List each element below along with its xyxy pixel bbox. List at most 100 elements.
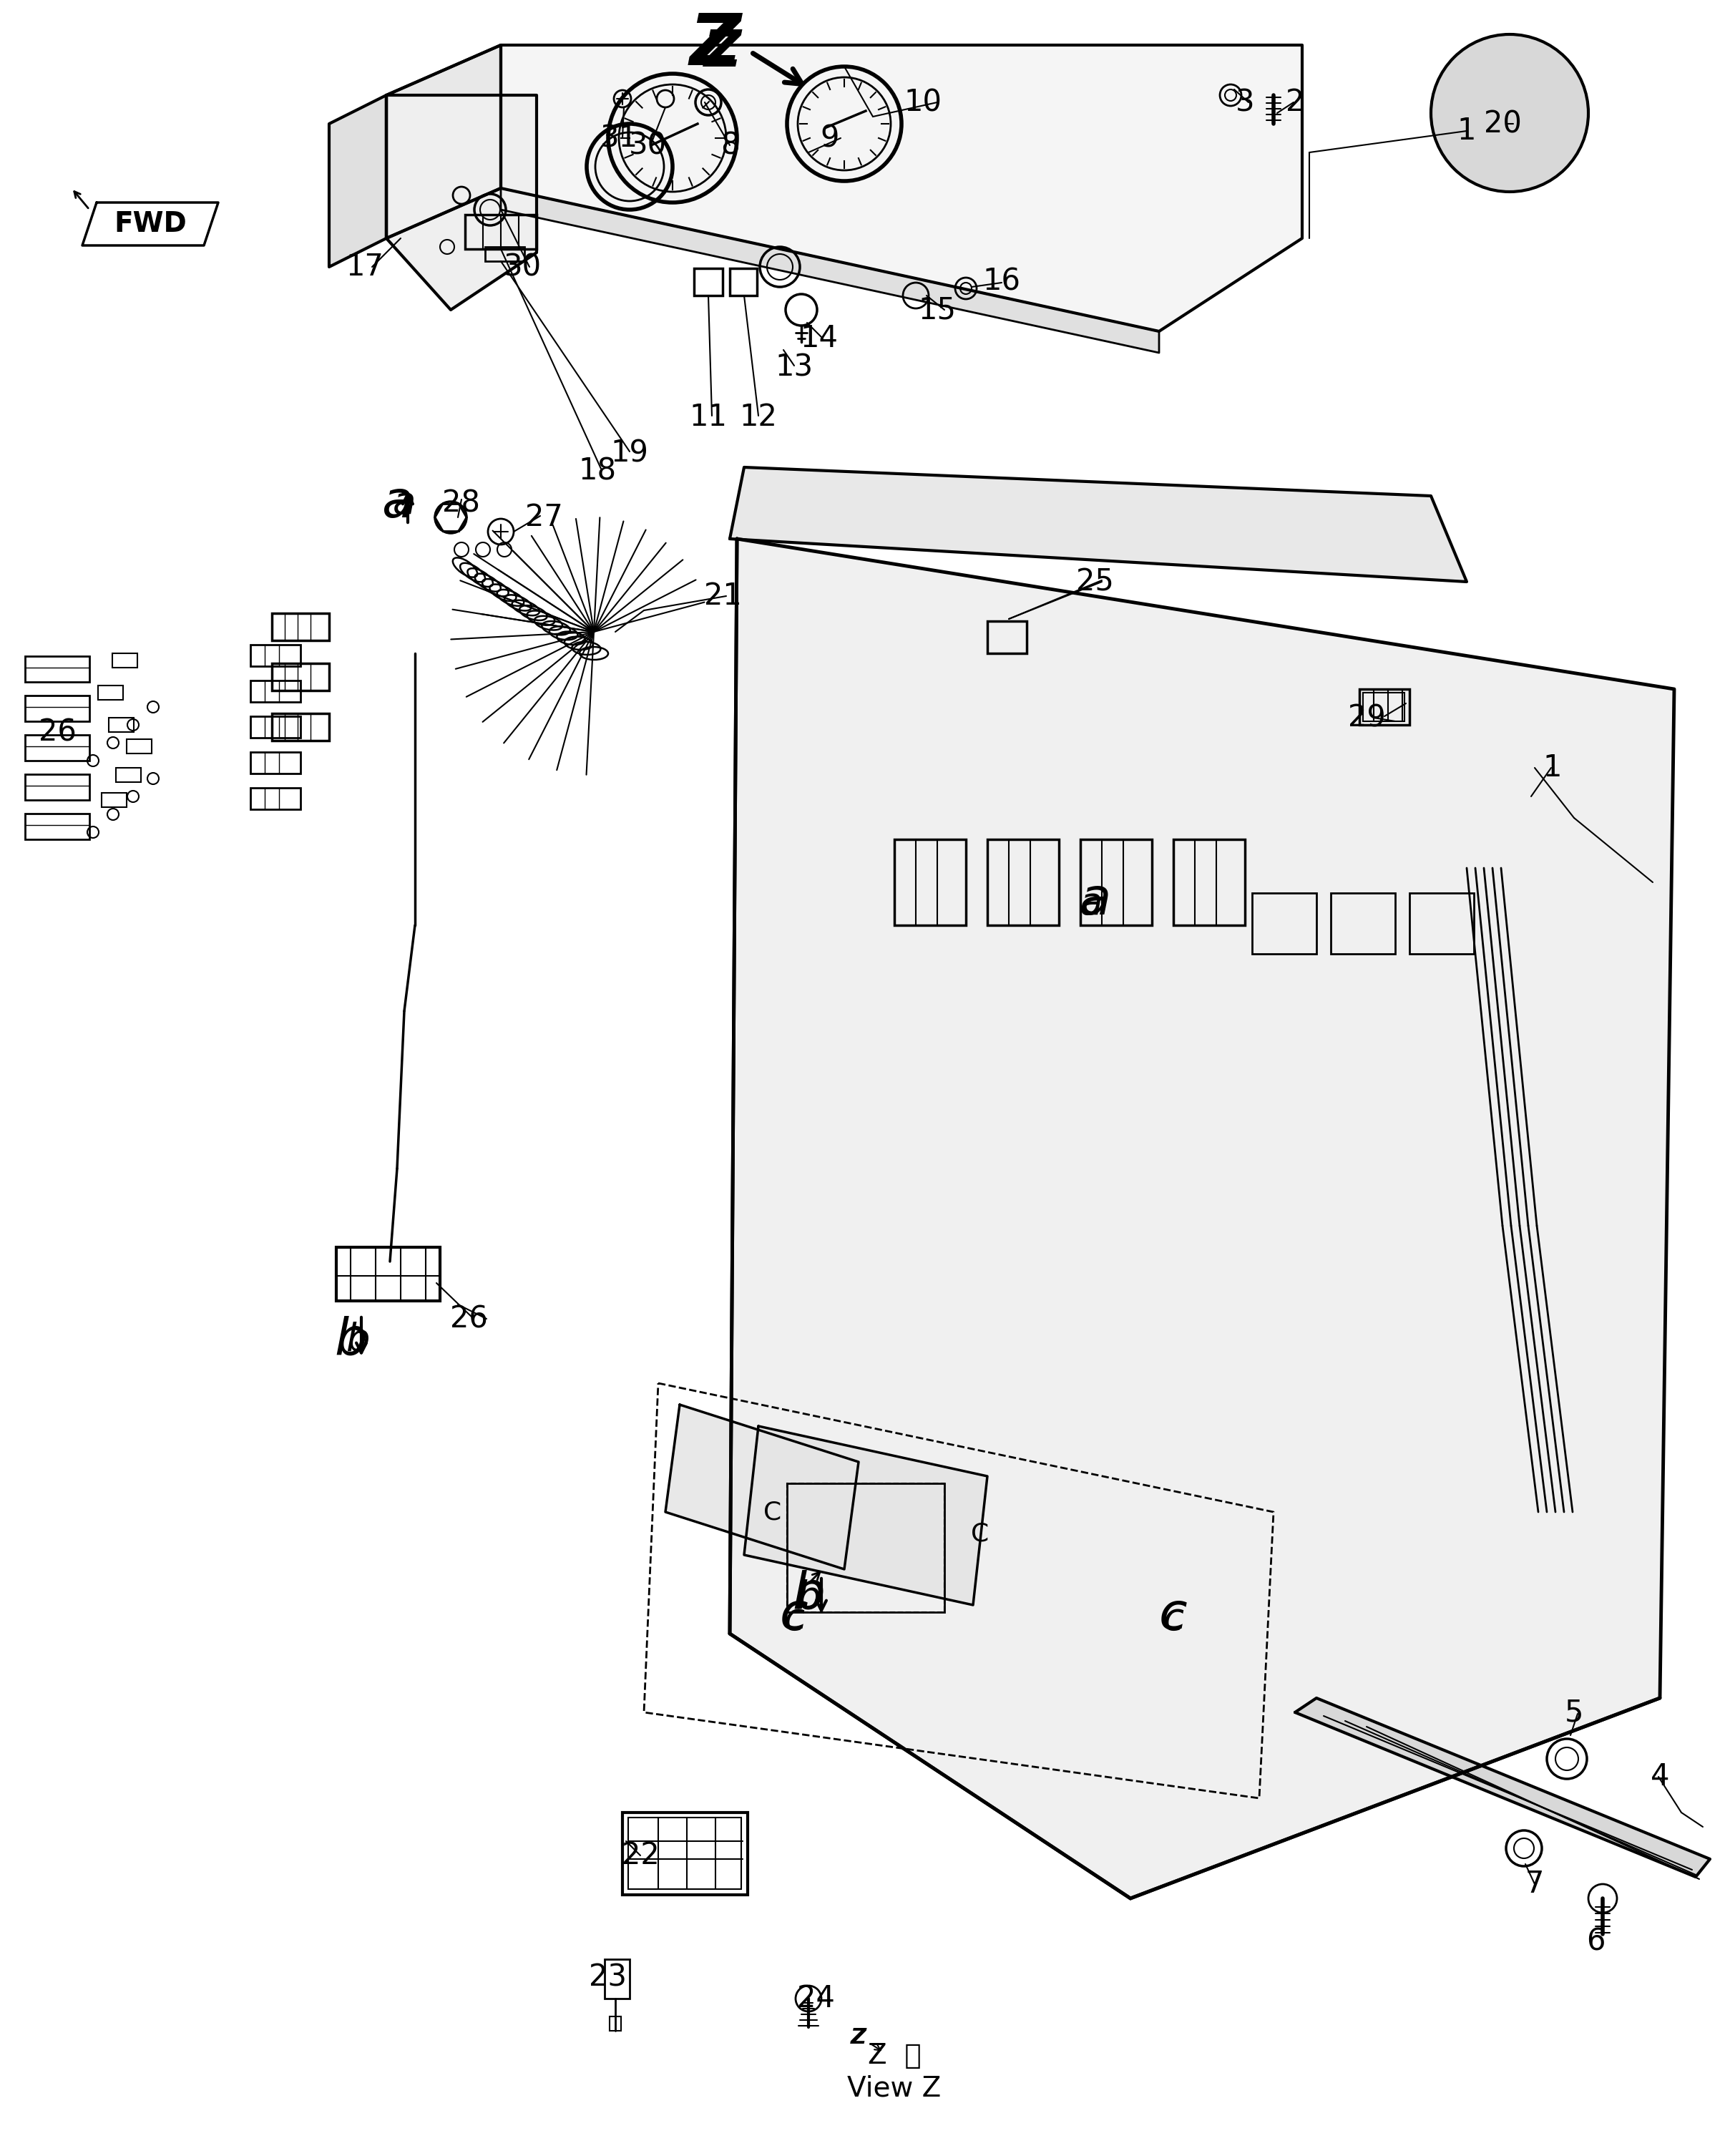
Text: 14: 14 — [800, 323, 838, 354]
Text: 4: 4 — [1651, 1761, 1670, 1792]
Text: 17: 17 — [347, 252, 383, 282]
Text: 7: 7 — [1525, 1869, 1544, 1899]
Text: FWD: FWD — [114, 211, 186, 237]
Text: a: a — [381, 479, 412, 528]
Text: b: b — [792, 1570, 825, 1619]
Bar — [273, 664, 329, 690]
Text: c: c — [780, 1591, 809, 1641]
Bar — [604, 1960, 630, 1999]
Text: 26: 26 — [450, 1304, 488, 1335]
Text: 29: 29 — [1347, 703, 1385, 733]
Polygon shape — [386, 45, 500, 239]
Bar — [894, 839, 966, 925]
Bar — [26, 735, 90, 761]
Text: 23: 23 — [590, 1962, 628, 1992]
Bar — [1409, 893, 1473, 953]
Text: 30: 30 — [504, 252, 542, 282]
Text: c: c — [783, 1600, 804, 1639]
Bar — [102, 793, 126, 806]
Bar — [250, 752, 300, 774]
Text: Z: Z — [850, 2027, 866, 2048]
Text: c: c — [1159, 1591, 1187, 1641]
Bar — [273, 714, 329, 742]
Bar — [26, 813, 90, 839]
Text: c: c — [1163, 1600, 1183, 1639]
Bar — [1330, 893, 1396, 953]
Text: 8: 8 — [721, 129, 740, 160]
Text: 13: 13 — [775, 351, 812, 382]
Bar — [26, 774, 90, 800]
Bar — [112, 653, 138, 668]
Bar — [1252, 893, 1316, 953]
Text: 9: 9 — [821, 123, 840, 153]
Bar — [109, 718, 135, 733]
Polygon shape — [730, 468, 1466, 582]
Bar — [1363, 692, 1404, 722]
Bar — [628, 1818, 742, 1889]
Text: 20: 20 — [1484, 108, 1521, 138]
Text: 26: 26 — [38, 718, 76, 746]
Text: a: a — [393, 485, 416, 522]
Polygon shape — [743, 1425, 987, 1604]
Bar — [1080, 839, 1152, 925]
Text: 27: 27 — [524, 502, 562, 533]
Text: C: C — [764, 1501, 781, 1524]
Polygon shape — [500, 45, 1302, 332]
Text: a: a — [1078, 875, 1111, 925]
Bar — [250, 787, 300, 808]
Polygon shape — [386, 95, 536, 310]
Text: 30: 30 — [628, 129, 666, 160]
Text: a: a — [1080, 886, 1102, 923]
Bar — [787, 1483, 944, 1613]
Bar — [26, 655, 90, 681]
Text: 6: 6 — [1585, 1925, 1604, 1955]
Text: b: b — [335, 1315, 367, 1365]
Text: b: b — [797, 1578, 821, 1617]
Bar — [98, 686, 122, 701]
Text: 16: 16 — [983, 265, 1021, 295]
Text: View Z: View Z — [847, 2074, 942, 2102]
Text: Z  視: Z 視 — [868, 2042, 921, 2070]
Text: 3: 3 — [1235, 86, 1254, 116]
Text: 1: 1 — [1544, 752, 1563, 783]
Bar — [1173, 839, 1245, 925]
Text: b: b — [345, 1322, 369, 1358]
Bar — [987, 839, 1059, 925]
Bar — [693, 267, 723, 295]
Polygon shape — [666, 1406, 859, 1570]
Bar — [250, 645, 300, 666]
Text: 22: 22 — [621, 1841, 659, 1871]
Bar — [623, 1813, 747, 1895]
Text: 15: 15 — [918, 295, 956, 326]
Bar — [273, 612, 329, 640]
Text: 5: 5 — [1565, 1697, 1584, 1727]
Bar — [250, 681, 300, 703]
Polygon shape — [500, 188, 1159, 354]
Polygon shape — [83, 203, 219, 246]
Bar — [787, 1483, 944, 1613]
Bar — [126, 740, 152, 752]
Text: C: C — [971, 1522, 988, 1546]
Text: 11: 11 — [690, 403, 728, 431]
Bar — [609, 2016, 621, 2031]
Circle shape — [1432, 34, 1589, 192]
Text: 18: 18 — [578, 455, 616, 485]
Bar — [485, 248, 524, 261]
Bar — [466, 216, 536, 248]
Polygon shape — [329, 95, 386, 267]
Text: 21: 21 — [704, 580, 742, 610]
Bar — [987, 621, 1026, 653]
Text: Z: Z — [690, 11, 742, 80]
Text: 1: 1 — [1458, 116, 1477, 147]
Bar — [116, 768, 141, 783]
Bar — [250, 716, 300, 737]
Bar — [730, 267, 757, 295]
Text: Z: Z — [704, 28, 742, 78]
Text: 12: 12 — [740, 403, 778, 431]
Text: 31: 31 — [600, 123, 638, 153]
Bar — [1359, 690, 1409, 724]
Text: 28: 28 — [443, 487, 481, 517]
Text: 19: 19 — [611, 438, 649, 468]
Polygon shape — [730, 539, 1675, 1899]
Polygon shape — [1295, 1699, 1709, 1878]
